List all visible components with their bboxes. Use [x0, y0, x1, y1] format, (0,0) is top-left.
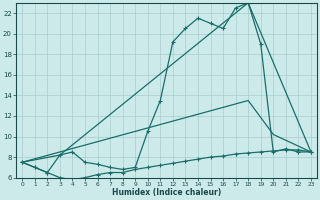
X-axis label: Humidex (Indice chaleur): Humidex (Indice chaleur) [112, 188, 221, 197]
